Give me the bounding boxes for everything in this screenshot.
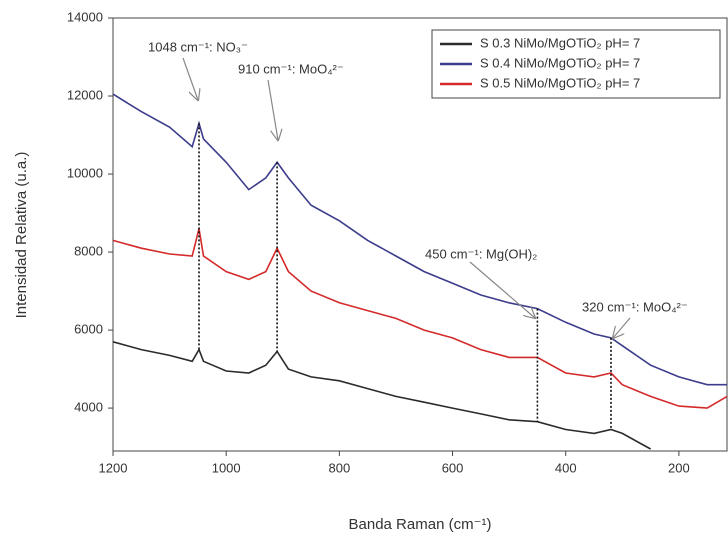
y-tick-label: 4000 [74,400,103,415]
y-tick-label: 14000 [67,9,103,24]
y-tick-label: 12000 [67,87,103,102]
legend-box [431,29,721,99]
annotation-arrow [469,261,535,318]
y-axis-label: Intensidad Relativa (u.a.) [13,152,30,319]
x-tick-label: 1200 [99,460,128,475]
annotation: 450 cm⁻¹: Mg(OH)₂ [425,246,537,261]
legend-label: S 0.4 NiMo/MgOTiO₂ pH= 7 [480,55,640,70]
series-line [112,93,727,386]
annotation: 320 cm⁻¹: MoO₄²⁻ [582,299,688,314]
x-axis-label: Banda Raman (cm⁻¹) [349,516,492,533]
y-tick-label: 10000 [67,165,103,180]
series-line [112,228,728,409]
y-tick-label: 6000 [74,322,103,337]
x-tick-label: 400 [555,460,577,475]
x-tick-label: 200 [668,460,690,475]
x-tick-label: 800 [329,460,351,475]
series-line [112,341,651,450]
annotation-arrow [613,317,631,338]
y-tick-label: 8000 [74,243,103,258]
x-tick-label: 1000 [212,460,241,475]
legend-label: S 0.5 NiMo/MgOTiO₂ pH= 7 [480,75,640,90]
annotation: 910 cm⁻¹: MoO₄²⁻ [238,61,344,76]
legend-label: S 0.3 NiMo/MgOTiO₂ pH= 7 [480,35,640,50]
annotation-arrow [267,79,278,140]
annotation: 1048 cm⁻¹: NO₃⁻ [148,39,248,54]
plot-frame [112,17,728,452]
x-tick-label: 600 [442,460,464,475]
annotation-arrow [182,57,198,100]
